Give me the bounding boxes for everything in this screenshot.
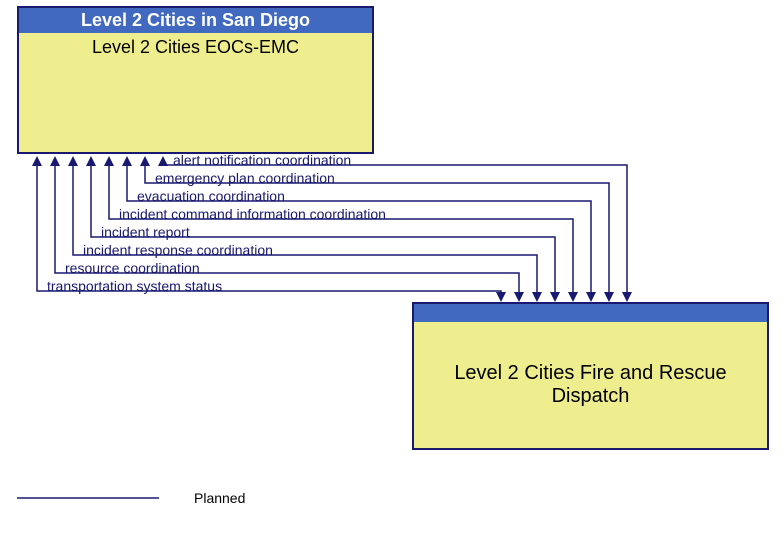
flow-label: evacuation coordination	[137, 188, 285, 204]
node-body: Level 2 Cities EOCs-EMC	[19, 33, 372, 152]
flow-label: emergency plan coordination	[155, 170, 335, 186]
flow-label: incident response coordination	[83, 242, 273, 258]
node-header	[414, 304, 767, 322]
flow-label: incident command information coordinatio…	[119, 206, 386, 222]
node-body-text: Level 2 Cities Fire and Rescue Dispatch	[422, 362, 759, 408]
node-header-text: Level 2 Cities in San Diego	[81, 10, 310, 30]
node-body: Level 2 Cities Fire and Rescue Dispatch	[414, 322, 767, 448]
node-level2-eocs-emc: Level 2 Cities in San Diego Level 2 Citi…	[17, 6, 374, 154]
legend-text: Planned	[194, 490, 245, 506]
flow-label: alert notification coordination	[173, 152, 351, 168]
node-level2-fire-rescue: Level 2 Cities Fire and Rescue Dispatch	[412, 302, 769, 450]
flow-label: resource coordination	[65, 260, 200, 276]
flow-label: incident report	[101, 224, 190, 240]
node-header: Level 2 Cities in San Diego	[19, 8, 372, 33]
flow-label: transportation system status	[47, 278, 222, 294]
node-body-text: Level 2 Cities EOCs-EMC	[92, 37, 299, 57]
